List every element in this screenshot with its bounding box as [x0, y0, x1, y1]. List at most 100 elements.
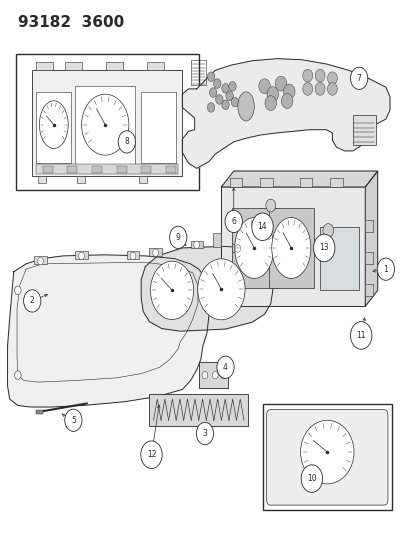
Bar	[364, 252, 372, 264]
Circle shape	[225, 91, 233, 101]
FancyBboxPatch shape	[266, 410, 387, 505]
Text: 10: 10	[306, 474, 316, 483]
Bar	[221, 187, 364, 306]
Circle shape	[376, 258, 394, 280]
Polygon shape	[182, 59, 389, 168]
Bar	[213, 233, 221, 247]
Circle shape	[231, 98, 238, 107]
Circle shape	[281, 94, 292, 109]
Circle shape	[251, 213, 273, 240]
Circle shape	[213, 79, 221, 88]
Circle shape	[314, 69, 324, 82]
Circle shape	[235, 245, 240, 252]
Ellipse shape	[300, 420, 353, 484]
Circle shape	[14, 371, 21, 379]
Circle shape	[216, 356, 234, 378]
Circle shape	[169, 226, 186, 248]
Circle shape	[350, 67, 367, 90]
Circle shape	[202, 372, 207, 379]
Circle shape	[221, 100, 229, 110]
Bar	[198, 362, 227, 389]
Circle shape	[220, 372, 226, 379]
Circle shape	[207, 72, 214, 82]
Circle shape	[24, 290, 41, 312]
Circle shape	[209, 88, 216, 98]
Circle shape	[196, 422, 213, 445]
Circle shape	[118, 131, 135, 153]
Bar	[231, 208, 276, 288]
Circle shape	[212, 372, 218, 379]
Ellipse shape	[234, 217, 273, 278]
Circle shape	[266, 87, 278, 102]
Bar	[65, 62, 81, 70]
Bar	[364, 220, 372, 232]
Circle shape	[327, 72, 337, 85]
Bar	[77, 176, 85, 183]
Bar	[126, 251, 139, 259]
Circle shape	[228, 82, 236, 91]
Circle shape	[78, 252, 84, 260]
Text: 2: 2	[30, 296, 35, 305]
Bar	[38, 176, 46, 183]
Text: 9: 9	[176, 233, 180, 242]
Circle shape	[152, 249, 158, 256]
Bar	[92, 166, 102, 173]
Bar	[34, 256, 47, 264]
Circle shape	[322, 223, 333, 237]
Polygon shape	[141, 246, 272, 331]
Text: 14: 14	[257, 222, 267, 231]
Bar	[319, 227, 358, 290]
Bar	[166, 166, 176, 173]
Circle shape	[207, 103, 214, 112]
Bar	[330, 179, 342, 187]
Text: 5: 5	[71, 416, 76, 425]
Polygon shape	[364, 171, 377, 306]
Circle shape	[264, 96, 276, 111]
Bar	[299, 179, 311, 187]
Bar	[229, 179, 241, 187]
Bar	[262, 405, 391, 511]
Text: 1: 1	[382, 265, 387, 273]
Bar	[364, 284, 372, 296]
Bar	[141, 92, 176, 163]
Text: 8: 8	[124, 138, 129, 147]
Bar	[36, 62, 53, 70]
Circle shape	[314, 83, 324, 95]
Ellipse shape	[271, 217, 310, 278]
Circle shape	[140, 441, 162, 469]
Circle shape	[283, 84, 294, 99]
Circle shape	[275, 76, 286, 91]
Circle shape	[350, 321, 371, 349]
Ellipse shape	[39, 101, 68, 149]
Circle shape	[64, 409, 82, 431]
Circle shape	[327, 83, 337, 95]
Circle shape	[14, 286, 21, 295]
Bar	[43, 166, 53, 173]
Bar	[231, 244, 243, 252]
Bar	[149, 248, 161, 256]
Circle shape	[215, 95, 223, 104]
Circle shape	[225, 211, 242, 232]
Ellipse shape	[81, 94, 128, 155]
Bar	[139, 176, 146, 183]
Bar	[16, 54, 198, 190]
Text: 93182  3600: 93182 3600	[18, 14, 124, 30]
Bar	[116, 166, 126, 173]
Bar	[260, 179, 272, 187]
Circle shape	[313, 234, 334, 262]
Polygon shape	[221, 171, 377, 187]
Text: 11: 11	[356, 331, 365, 340]
Bar	[141, 166, 151, 173]
Bar	[32, 70, 182, 176]
Bar	[67, 166, 77, 173]
Circle shape	[258, 79, 270, 94]
Circle shape	[38, 257, 43, 265]
Bar	[106, 62, 122, 70]
Ellipse shape	[237, 92, 254, 121]
Bar	[147, 62, 164, 70]
Bar	[36, 410, 43, 415]
Circle shape	[300, 465, 322, 492]
Text: 12: 12	[146, 450, 156, 459]
Text: 13: 13	[318, 244, 328, 253]
Text: 7: 7	[356, 74, 361, 83]
